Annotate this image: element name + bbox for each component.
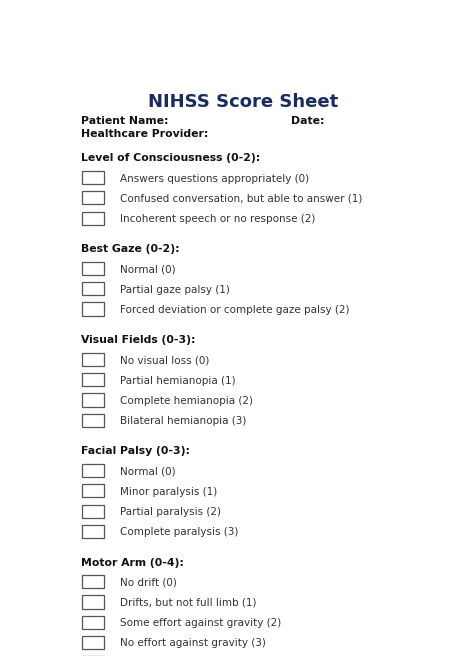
Bar bbox=[82, 282, 104, 295]
Bar bbox=[82, 504, 104, 518]
Text: Partial hemianopia (1): Partial hemianopia (1) bbox=[120, 376, 236, 386]
Text: Answers questions appropriately (0): Answers questions appropriately (0) bbox=[120, 174, 309, 184]
Text: Normal (0): Normal (0) bbox=[120, 466, 175, 477]
Text: Minor paralysis (1): Minor paralysis (1) bbox=[120, 487, 217, 497]
Bar bbox=[82, 575, 104, 588]
Text: Normal (0): Normal (0) bbox=[120, 264, 175, 275]
Text: NIHSS Score Sheet: NIHSS Score Sheet bbox=[148, 93, 338, 111]
Text: Bilateral hemianopia (3): Bilateral hemianopia (3) bbox=[120, 416, 246, 426]
Text: Date:: Date: bbox=[291, 116, 324, 126]
Bar bbox=[82, 394, 104, 407]
Text: Some effort against gravity (2): Some effort against gravity (2) bbox=[120, 618, 281, 628]
Bar bbox=[82, 302, 104, 316]
Text: Forced deviation or complete gaze palsy (2): Forced deviation or complete gaze palsy … bbox=[120, 305, 349, 315]
Text: Confused conversation, but able to answer (1): Confused conversation, but able to answe… bbox=[120, 194, 362, 204]
Bar bbox=[82, 525, 104, 538]
Bar bbox=[82, 616, 104, 629]
Bar bbox=[82, 212, 104, 225]
Text: No drift (0): No drift (0) bbox=[120, 578, 177, 588]
Bar bbox=[82, 484, 104, 497]
Text: Incoherent speech or no response (2): Incoherent speech or no response (2) bbox=[120, 214, 315, 224]
Bar bbox=[82, 353, 104, 366]
Bar bbox=[82, 414, 104, 427]
Bar bbox=[82, 373, 104, 386]
Text: Visual Fields (0-3):: Visual Fields (0-3): bbox=[82, 335, 196, 345]
Bar bbox=[82, 192, 104, 205]
Bar bbox=[82, 464, 104, 478]
Text: Level of Consciousness (0-2):: Level of Consciousness (0-2): bbox=[82, 154, 261, 163]
Bar bbox=[82, 171, 104, 184]
Text: Patient Name:: Patient Name: bbox=[82, 116, 169, 126]
Text: No visual loss (0): No visual loss (0) bbox=[120, 356, 209, 365]
Text: Best Gaze (0-2):: Best Gaze (0-2): bbox=[82, 245, 180, 255]
Text: Motor Arm (0-4):: Motor Arm (0-4): bbox=[82, 558, 184, 567]
Text: Drifts, but not full limb (1): Drifts, but not full limb (1) bbox=[120, 598, 256, 608]
Text: Complete paralysis (3): Complete paralysis (3) bbox=[120, 527, 238, 537]
Text: Healthcare Provider:: Healthcare Provider: bbox=[82, 129, 209, 139]
Bar bbox=[82, 636, 104, 649]
Bar bbox=[82, 596, 104, 609]
Text: Partial paralysis (2): Partial paralysis (2) bbox=[120, 507, 221, 517]
Text: Complete hemianopia (2): Complete hemianopia (2) bbox=[120, 396, 253, 406]
Text: Facial Palsy (0-3):: Facial Palsy (0-3): bbox=[82, 447, 190, 457]
Bar bbox=[82, 262, 104, 276]
Text: Partial gaze palsy (1): Partial gaze palsy (1) bbox=[120, 285, 230, 295]
Text: No effort against gravity (3): No effort against gravity (3) bbox=[120, 638, 266, 648]
